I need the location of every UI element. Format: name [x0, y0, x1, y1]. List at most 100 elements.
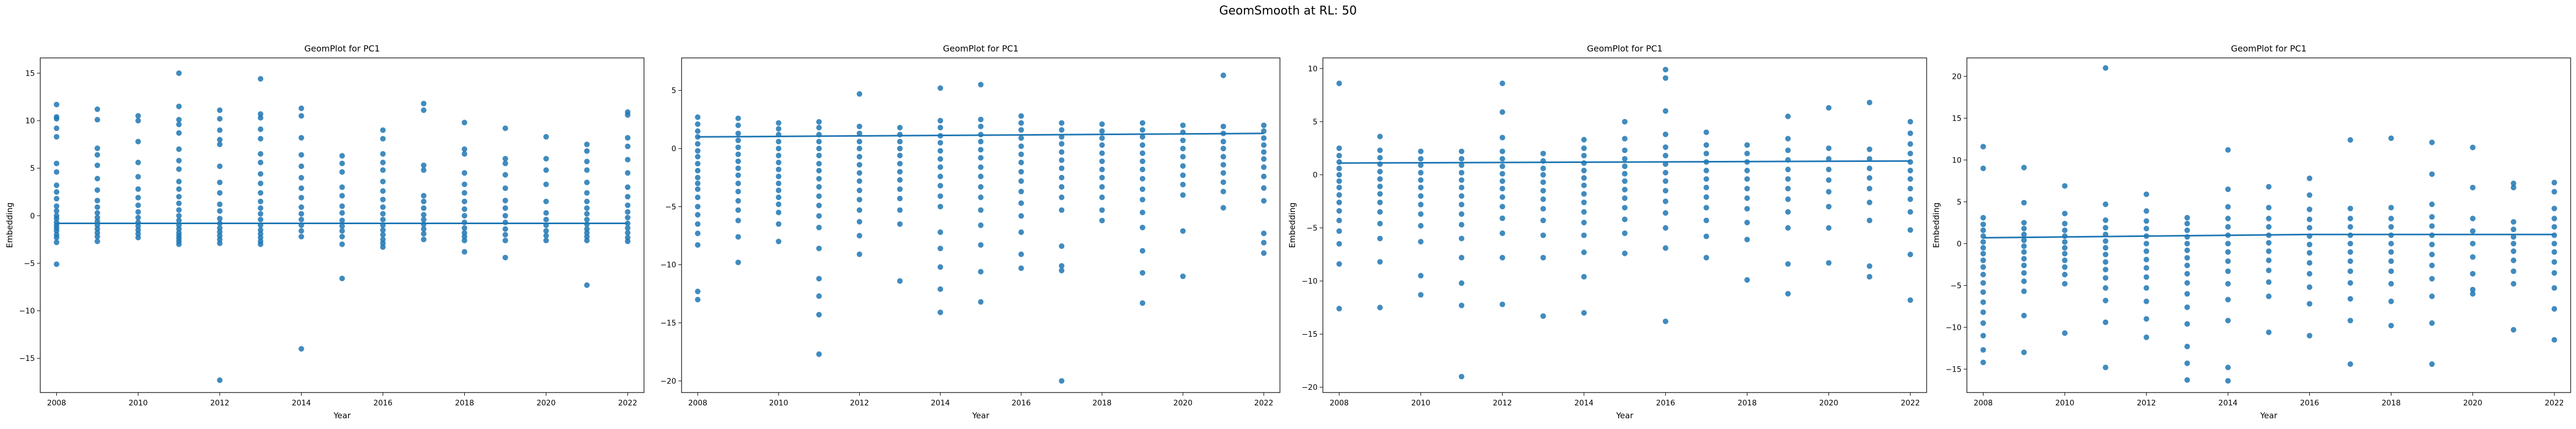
data-point	[1018, 113, 1024, 119]
data-point	[2347, 241, 2353, 247]
data-point	[421, 100, 427, 107]
axes-frame	[681, 57, 1280, 393]
data-point	[2184, 321, 2190, 327]
data-point	[2225, 297, 2231, 302]
data-point	[1703, 184, 1709, 190]
data-point	[1980, 332, 1986, 339]
data-point	[2143, 248, 2149, 254]
data-point	[339, 223, 345, 229]
data-point	[462, 146, 467, 152]
data-point	[176, 146, 182, 152]
data-point	[2470, 184, 2476, 190]
subplot-title: GeomPlot for PC1	[304, 43, 380, 54]
data-point	[775, 180, 782, 187]
data-point	[1220, 72, 1226, 78]
y-tick-label: 0	[671, 145, 676, 153]
data-point	[1499, 186, 1505, 191]
data-point	[1785, 113, 1791, 120]
data-point	[2062, 227, 2068, 233]
data-point	[298, 211, 304, 217]
data-point	[1139, 225, 1146, 231]
data-point	[380, 188, 386, 194]
y-tick-label: 0	[1957, 240, 1962, 248]
data-point	[938, 140, 943, 146]
data-point	[1663, 210, 1668, 216]
x-tick-label: 2010	[769, 399, 788, 408]
data-point	[2347, 317, 2353, 323]
data-point	[735, 115, 741, 121]
x-tick-label: 2008	[1330, 399, 1349, 408]
data-point	[1336, 145, 1342, 151]
data-point	[421, 221, 427, 227]
data-point	[694, 221, 701, 227]
data-point	[1622, 136, 1628, 142]
data-point	[2184, 271, 2190, 277]
smooth-line	[698, 132, 1264, 138]
data-point	[897, 278, 903, 284]
data-point	[1499, 135, 1505, 140]
data-point	[1907, 227, 1913, 233]
figure-suptitle: GeomSmooth at RL: 50	[1219, 4, 1357, 18]
x-tick-label: 2014	[292, 399, 311, 408]
data-point	[2266, 329, 2272, 335]
data-point	[694, 194, 701, 201]
y-tick-label: −10	[1301, 277, 1318, 286]
data-point	[2347, 205, 2353, 211]
data-point	[1336, 178, 1342, 184]
data-point	[1744, 142, 1750, 148]
data-point	[1459, 235, 1465, 241]
data-point	[938, 173, 943, 180]
data-point	[857, 187, 862, 194]
data-point	[462, 181, 467, 187]
data-point	[625, 135, 631, 141]
data-point	[2388, 232, 2394, 238]
data-point	[217, 377, 223, 383]
data-point	[1018, 265, 1024, 271]
y-tick-label: 15	[1952, 114, 1962, 123]
data-point	[1099, 194, 1105, 201]
data-point	[2429, 139, 2435, 145]
data-point	[135, 117, 141, 124]
data-point	[2143, 191, 2149, 197]
data-point	[1980, 165, 1986, 172]
data-point	[1622, 156, 1628, 162]
data-point	[94, 152, 100, 158]
data-point	[1018, 252, 1024, 257]
data-point	[1377, 259, 1383, 265]
data-point	[1980, 280, 1986, 286]
data-point	[1826, 260, 1832, 266]
data-point	[2511, 327, 2516, 333]
data-point	[1059, 243, 1065, 249]
data-point	[2511, 184, 2516, 190]
data-point	[1663, 161, 1668, 167]
data-point	[94, 117, 100, 123]
data-point	[1261, 198, 1267, 204]
data-point	[1867, 100, 1872, 106]
data-point	[258, 136, 264, 142]
data-point	[2184, 227, 2190, 233]
data-point	[1418, 193, 1424, 199]
data-point	[1785, 147, 1791, 153]
data-point	[584, 211, 590, 217]
y-axis-label: Embedding	[1287, 202, 1297, 248]
data-point	[816, 351, 822, 357]
data-point	[462, 151, 467, 157]
x-tick-label: 2022	[1901, 399, 1920, 408]
data-point	[938, 286, 943, 292]
data-point	[2021, 199, 2027, 206]
data-point	[2388, 298, 2394, 305]
data-point	[2307, 225, 2312, 231]
data-point	[1377, 183, 1383, 189]
data-point	[2021, 349, 2027, 356]
y-tick-label: 5	[671, 87, 676, 95]
data-point	[2307, 332, 2312, 339]
data-point	[1581, 182, 1587, 188]
data-point	[2103, 365, 2109, 371]
data-point	[2266, 224, 2272, 230]
data-point	[1018, 143, 1024, 149]
data-point	[1139, 158, 1146, 164]
data-point	[2143, 274, 2149, 280]
data-point	[2511, 226, 2516, 232]
data-point	[816, 225, 822, 231]
data-point	[2511, 234, 2516, 240]
